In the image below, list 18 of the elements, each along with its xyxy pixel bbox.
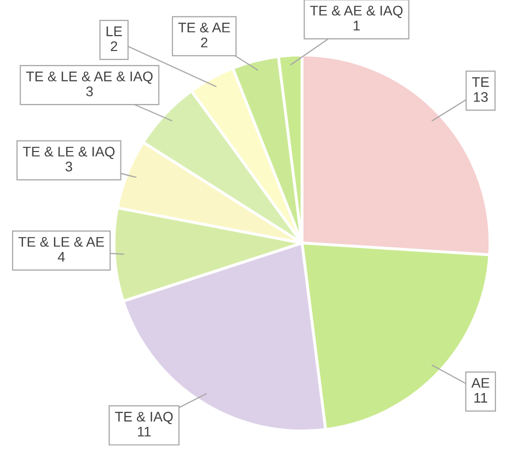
data-label: 2 [201, 38, 208, 48]
slice-label: AE [471, 378, 490, 388]
data-label: 1 [354, 20, 360, 30]
slice-label: TE [472, 77, 489, 87]
slice-label: LE [106, 26, 122, 36]
data-label: 3 [66, 162, 72, 172]
data-label: 13 [474, 92, 488, 102]
data-label: 11 [474, 393, 488, 403]
slice-label: TE & LE & IAQ [22, 146, 115, 160]
slice-label: TE & LE & AE & IAQ [26, 71, 153, 84]
slice-label: TE & IAQ [115, 412, 173, 424]
slice-label: TE & LE & AE [18, 237, 104, 247]
data-label: 3 [86, 86, 93, 96]
data-label: 2 [110, 41, 118, 52]
data-label: 4 [58, 252, 65, 262]
data-label: 11 [138, 426, 151, 436]
slice-label: TE & AE [178, 22, 230, 32]
slice-label: TE & AE & IAQ [310, 6, 403, 18]
